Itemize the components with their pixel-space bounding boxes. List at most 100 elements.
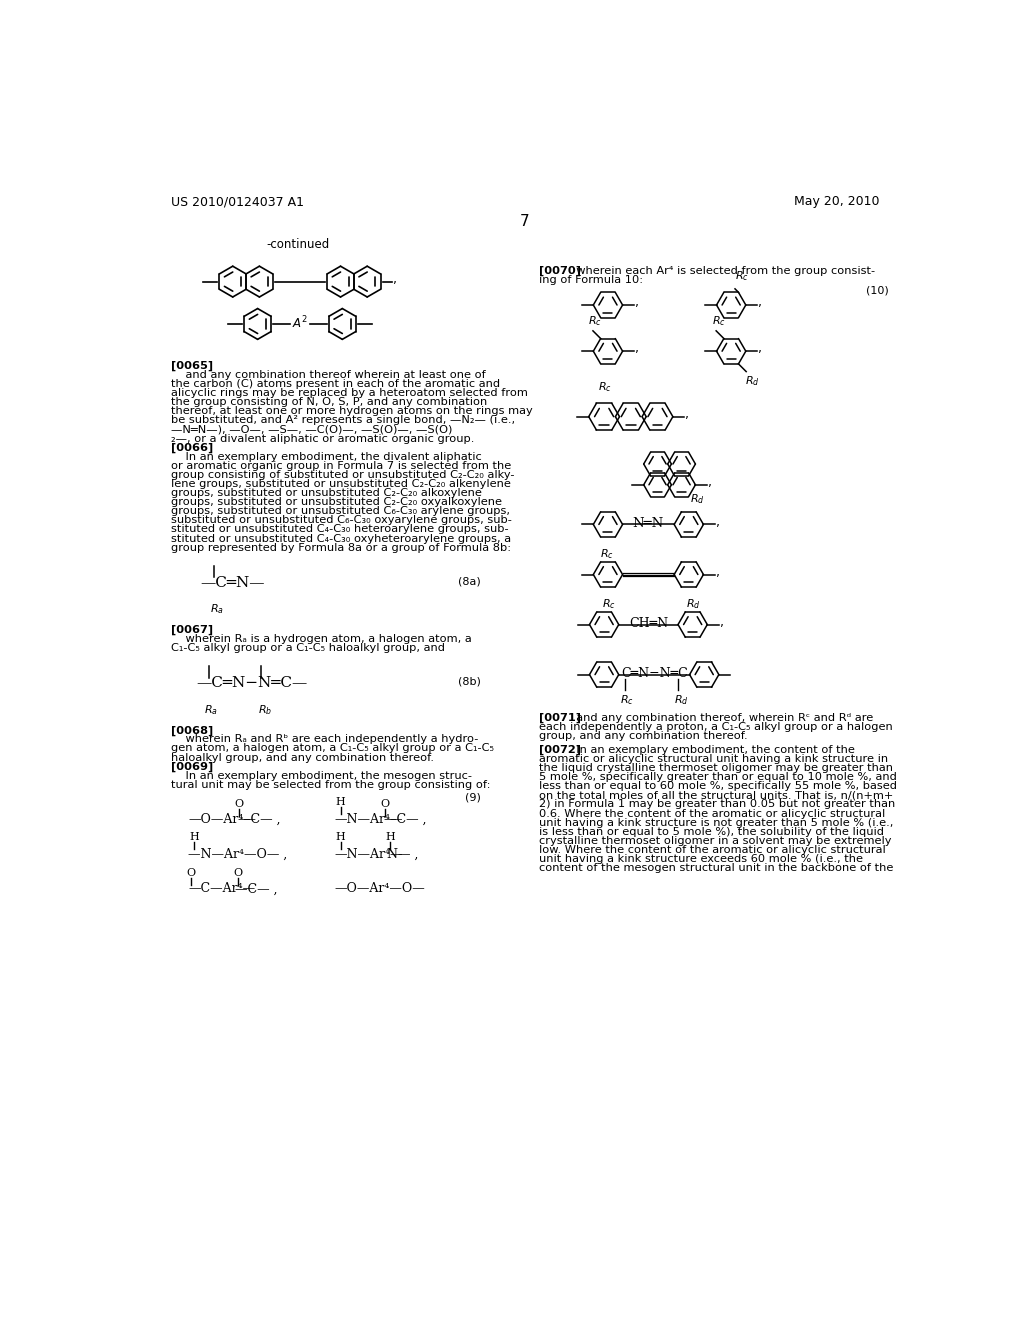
Text: —C═N—: —C═N— [200,576,264,590]
Text: alicyclic rings may be replaced by a heteroatom selected from: alicyclic rings may be replaced by a het… [171,388,527,399]
Text: ,: , [392,273,396,286]
Text: each independently a proton, a C₁-C₅ alkyl group or a halogen: each independently a proton, a C₁-C₅ alk… [539,722,892,733]
Text: unit having a kink structure is not greater than 5 mole % (i.e.,: unit having a kink structure is not grea… [539,817,893,828]
Text: gen atom, a halogen atom, a C₁-C₅ alkyl group or a C₁-C₅: gen atom, a halogen atom, a C₁-C₅ alkyl … [171,743,494,754]
Text: ₂—, or a divalent aliphatic or aromatic organic group.: ₂—, or a divalent aliphatic or aromatic … [171,433,474,444]
Text: 5 mole %, specifically greater than or equal to 10 mole %, and: 5 mole %, specifically greater than or e… [539,772,897,783]
Text: aromatic or alicyclic structural unit having a kink structure in: aromatic or alicyclic structural unit ha… [539,754,888,764]
Text: ,: , [708,477,712,488]
Text: [0071]: [0071] [539,713,581,723]
Text: In an exemplary embodiment, the mesogen struc-: In an exemplary embodiment, the mesogen … [171,771,472,780]
Text: $R_d$: $R_d$ [690,492,706,506]
Text: [0066]: [0066] [171,442,213,453]
Text: N═N: N═N [633,517,664,531]
Text: [0072]: [0072] [539,744,581,755]
Text: $R_c$: $R_c$ [735,269,749,282]
Text: (8a): (8a) [458,577,481,586]
Text: $R_c$: $R_c$ [602,597,615,611]
Text: H: H [336,832,346,842]
Text: C═N−N═C: C═N−N═C [621,668,687,680]
Text: wherein each Ar⁴ is selected from the group consist-: wherein each Ar⁴ is selected from the gr… [569,267,876,276]
Text: group consisting of substituted or unsubstituted C₂-C₂₀ alky-: group consisting of substituted or unsub… [171,470,514,480]
Text: —C═N−N═C—: —C═N−N═C— [196,676,307,690]
Text: unit having a kink structure exceeds 60 mole % (i.e., the: unit having a kink structure exceeds 60 … [539,854,862,865]
Text: In an exemplary embodiment, the content of the: In an exemplary embodiment, the content … [569,744,855,755]
Text: lene groups, substituted or unsubstituted C₂-C₂₀ alkenylene: lene groups, substituted or unsubstitute… [171,479,511,488]
Text: CH═N: CH═N [629,618,668,630]
Text: May 20, 2010: May 20, 2010 [794,195,879,209]
Text: groups, substituted or unsubstituted C₂-C₂₀ oxyalkoxylene: groups, substituted or unsubstituted C₂-… [171,498,502,507]
Text: low. Where the content of the aromatic or alicyclic structural: low. Where the content of the aromatic o… [539,845,886,855]
Text: $R_c$: $R_c$ [589,314,602,327]
Text: [0065]: [0065] [171,360,213,371]
Text: $R_c$: $R_c$ [620,693,634,708]
Text: —N—Ar⁴—: —N—Ar⁴— [335,813,403,826]
Text: $R_c$: $R_c$ [598,380,611,393]
Text: stituted or unsubstituted C₄-C₃₀ heteroarylene groups, sub-: stituted or unsubstituted C₄-C₃₀ heteroa… [171,524,508,535]
Text: [0070]: [0070] [539,267,581,276]
Text: crystalline thermoset oligomer in a solvent may be extremely: crystalline thermoset oligomer in a solv… [539,836,891,846]
Text: $R_a$: $R_a$ [204,704,218,717]
Text: the carbon (C) atoms present in each of the aromatic and: the carbon (C) atoms present in each of … [171,379,500,389]
Text: thereof, at least one or more hydrogen atoms on the rings may: thereof, at least one or more hydrogen a… [171,407,532,416]
Text: H: H [385,832,395,842]
Text: [0068]: [0068] [171,725,213,735]
Text: ,: , [720,615,724,628]
Text: —O—Ar⁴—O—: —O—Ar⁴—O— [335,883,425,895]
Text: $R_c$: $R_c$ [600,546,614,561]
Text: ,: , [716,516,720,528]
Text: $R_d$: $R_d$ [744,375,760,388]
Text: wherein Rₐ is a hydrogen atom, a halogen atom, a: wherein Rₐ is a hydrogen atom, a halogen… [171,634,471,644]
Text: or aromatic organic group in Formula 7 is selected from the: or aromatic organic group in Formula 7 i… [171,461,511,471]
Text: on the total moles of all the structural units. That is, n/(n+m+: on the total moles of all the structural… [539,791,893,800]
Text: $R_d$: $R_d$ [686,597,701,611]
Text: ,: , [716,566,720,578]
Text: ,: , [635,296,639,309]
Text: tural unit may be selected from the group consisting of:: tural unit may be selected from the grou… [171,780,490,789]
Text: (9): (9) [465,793,481,803]
Text: substituted or unsubstituted C₆-C₃₀ oxyarylene groups, sub-: substituted or unsubstituted C₆-C₃₀ oxya… [171,515,511,525]
Text: and any combination thereof wherein at least one of: and any combination thereof wherein at l… [171,370,485,380]
Text: groups, substituted or unsubstituted C₆-C₃₀ arylene groups,: groups, substituted or unsubstituted C₆-… [171,507,510,516]
Text: —C— ,: —C— , [384,813,426,826]
Text: H: H [189,832,200,842]
Text: $R_c$: $R_c$ [712,314,725,327]
Text: ,: , [758,296,762,309]
Text: US 2010/0124037 A1: US 2010/0124037 A1 [171,195,303,209]
Text: [0069]: [0069] [171,762,213,772]
Text: be substituted, and A² represents a single bond, —N₂— (i.e.,: be substituted, and A² represents a sing… [171,416,515,425]
Text: is less than or equal to 5 mole %), the solubility of the liquid: is less than or equal to 5 mole %), the … [539,826,884,837]
Text: O: O [233,869,243,878]
Text: the group consisting of N, O, S, P, and any combination: the group consisting of N, O, S, P, and … [171,397,486,408]
Text: ing of Formula 10:: ing of Formula 10: [539,276,643,285]
Text: 7: 7 [520,214,529,228]
Text: groups, substituted or unsubstituted C₂-C₂₀ alkoxylene: groups, substituted or unsubstituted C₂-… [171,488,481,498]
Text: In an exemplary embodiment, the divalent aliphatic: In an exemplary embodiment, the divalent… [171,451,481,462]
Text: —O—Ar⁴—: —O—Ar⁴— [188,813,256,826]
Text: —N—Ar⁴—O— ,: —N—Ar⁴—O— , [188,847,288,861]
Text: $R_b$: $R_b$ [258,704,272,717]
Text: O: O [186,869,196,878]
Text: —C— ,: —C— , [236,883,278,895]
Text: $A^2$: $A^2$ [292,315,308,331]
Text: the liquid crystalline thermoset oligomer may be greater than: the liquid crystalline thermoset oligome… [539,763,893,774]
Text: C₁-C₅ alkyl group or a C₁-C₅ haloalkyl group, and: C₁-C₅ alkyl group or a C₁-C₅ haloalkyl g… [171,643,444,653]
Text: O: O [381,799,390,809]
Text: —N—Ar⁴—: —N—Ar⁴— [335,847,403,861]
Text: —N═N—), —O—, —S—, —C(O)—, —S(O)—, —S(O): —N═N—), —O—, —S—, —C(O)—, —S(O)—, —S(O) [171,425,452,434]
Text: —C— ,: —C— , [238,813,281,826]
Text: N— ,: N— , [387,847,419,861]
Text: 2) in Formula 1 may be greater than 0.05 but not greater than: 2) in Formula 1 may be greater than 0.05… [539,800,895,809]
Text: 0.6. Where the content of the aromatic or alicyclic structural: 0.6. Where the content of the aromatic o… [539,809,885,818]
Text: -continued: -continued [267,238,330,251]
Text: less than or equal to 60 mole %, specifically 55 mole %, based: less than or equal to 60 mole %, specifi… [539,781,897,791]
Text: stituted or unsubstituted C₄-C₃₀ oxyheteroarylene groups, a: stituted or unsubstituted C₄-C₃₀ oxyhete… [171,533,511,544]
Text: and any combination thereof, wherein Rᶜ and Rᵈ are: and any combination thereof, wherein Rᶜ … [569,713,873,723]
Text: haloalkyl group, and any combination thereof.: haloalkyl group, and any combination the… [171,752,433,763]
Text: (8b): (8b) [458,677,481,686]
Text: ,: , [685,408,689,421]
Text: wherein Rₐ and Rᵇ are each independently a hydro-: wherein Rₐ and Rᵇ are each independently… [171,734,478,744]
Text: $R_a$: $R_a$ [210,602,224,616]
Text: group, and any combination thereof.: group, and any combination thereof. [539,731,748,742]
Text: content of the mesogen structural unit in the backbone of the: content of the mesogen structural unit i… [539,863,893,873]
